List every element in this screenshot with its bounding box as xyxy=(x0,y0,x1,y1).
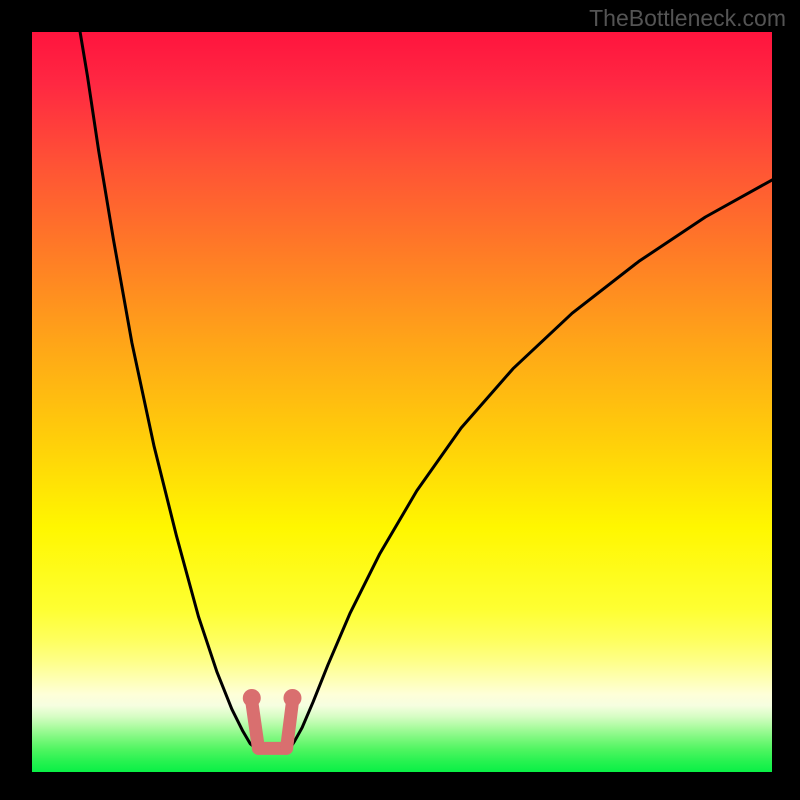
marker-stroke xyxy=(287,702,293,749)
bottleneck-curve xyxy=(80,32,772,751)
curve-layer xyxy=(32,32,772,772)
watermark-text: TheBottleneck.com xyxy=(589,5,786,32)
marker-stroke xyxy=(252,702,259,749)
chart-stage: TheBottleneck.com xyxy=(0,0,800,800)
plot-area xyxy=(32,32,772,772)
